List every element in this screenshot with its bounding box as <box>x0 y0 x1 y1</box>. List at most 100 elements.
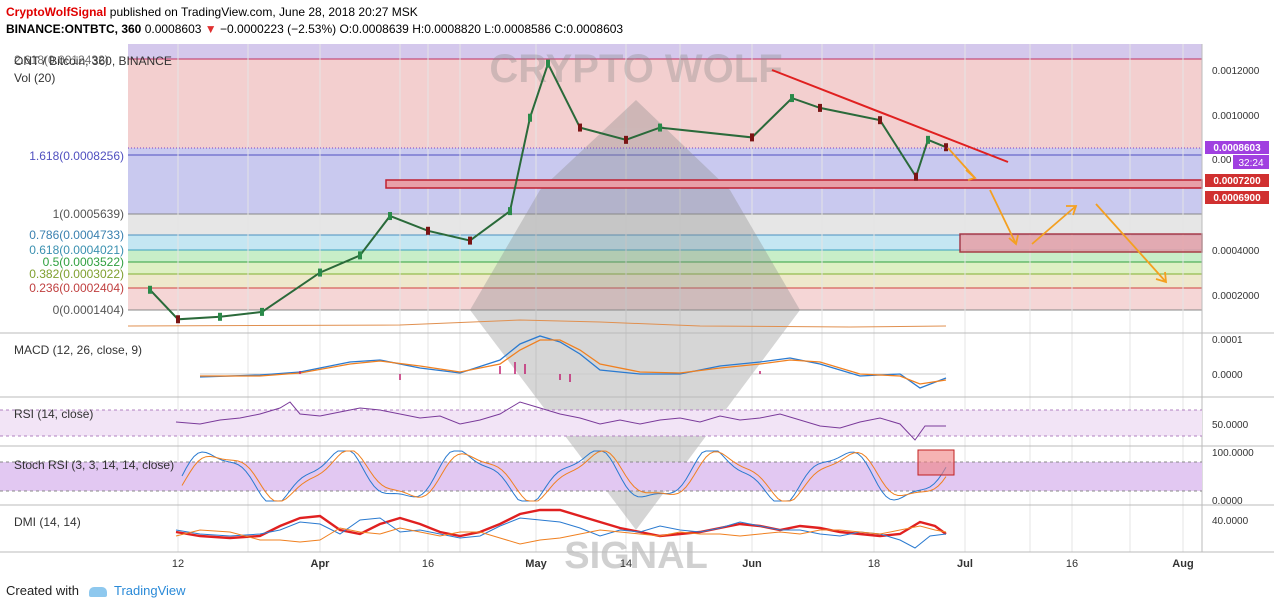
rsi-line <box>175 401 946 441</box>
candle <box>546 59 550 68</box>
time-tick-6: 18 <box>868 558 880 570</box>
fib-zone-05 <box>128 250 1202 262</box>
rsi-tick-0: 50.0000 <box>1212 420 1249 431</box>
time-tick-5: Jun <box>742 558 762 570</box>
fib-zone-0 <box>128 288 1202 310</box>
time-tick-7: Jul <box>957 558 973 570</box>
time-tick-8: 16 <box>1066 558 1078 570</box>
candle <box>926 135 930 144</box>
arrow-2 <box>989 189 1017 245</box>
footer: Created with TradingView <box>6 583 186 598</box>
plus-di-line <box>175 517 947 549</box>
level-tag-1 <box>1205 174 1269 187</box>
price-tick-3: 0.0002000 <box>1212 291 1260 302</box>
projection-arrows[interactable] <box>947 147 1168 284</box>
candle <box>658 123 662 132</box>
dmi-tick-0: 40.0000 <box>1212 516 1249 527</box>
watermark-bottom-text: SIGNAL <box>564 535 708 577</box>
arrow-3 <box>1031 205 1077 245</box>
countdown-tag <box>1233 155 1269 169</box>
fib-zone-0618 <box>128 235 1202 250</box>
watermark-top-text: CRYPTO WOLF <box>489 47 782 91</box>
time-tick-1: Apr <box>311 558 331 570</box>
candle <box>260 307 264 316</box>
candle <box>426 226 430 235</box>
candle <box>750 133 754 142</box>
candle <box>818 103 822 112</box>
wolf-logo-icon <box>470 100 800 530</box>
last-price: 0.0008603 <box>144 22 202 36</box>
adx-line <box>175 508 947 540</box>
time-tick-4: 14 <box>620 558 632 570</box>
support-zone-lower <box>959 233 1203 253</box>
stoch-tick-1: 0.0000 <box>1212 496 1243 507</box>
candle <box>528 113 532 122</box>
macd-line <box>199 335 947 389</box>
stoch-d-line <box>181 450 947 502</box>
fib-label-0786: 0.786(0.0004733) <box>29 228 124 242</box>
fib-zone-2618 <box>128 44 1202 59</box>
fib-label-0618: 0.618(0.0004021) <box>29 243 124 257</box>
signal-line <box>200 339 947 385</box>
time-tick-0: 12 <box>172 558 184 570</box>
price-tick-partial: 0.00 <box>1212 155 1232 166</box>
symbol-line: BINANCE:ONTBTC, 360 0.0008603 ▼ −0.00002… <box>6 21 623 38</box>
dmi-pane: DMI (14, 14) 40.0000 <box>14 508 1249 549</box>
high-value: H:0.0008820 <box>412 22 481 36</box>
pane-separators <box>0 332 1274 553</box>
trendline[interactable] <box>771 69 1009 163</box>
candle <box>388 212 392 221</box>
candle <box>176 315 180 324</box>
publish-line: CryptoWolfSignal published on TradingVie… <box>6 4 623 21</box>
chart-header: CryptoWolfSignal published on TradingVie… <box>6 4 623 38</box>
stoch-tick-0: 100.0000 <box>1212 448 1254 459</box>
arrow-3-head <box>1066 205 1078 216</box>
watermark: CRYPTO WOLF SIGNAL <box>470 47 800 577</box>
time-tick-9: Aug <box>1172 558 1193 570</box>
current-price-tag <box>1205 141 1269 154</box>
candle <box>944 143 948 152</box>
time-tick-3: May <box>525 558 547 570</box>
dmi-label: DMI (14, 14) <box>14 515 81 529</box>
candle <box>578 123 582 132</box>
candle <box>318 268 322 277</box>
macd-pane: MACD (12, 26, close, 9) 0.0001 0.0000 <box>14 335 1243 389</box>
fib-label-0236: 0.236(0.0002404) <box>29 281 124 295</box>
candles <box>148 59 948 324</box>
candle <box>218 312 222 321</box>
fib-labels: 1.618(0.0008256) 1(0.0005639) 0.786(0.00… <box>29 149 124 317</box>
volume-label: Vol (20) <box>14 71 55 85</box>
publish-info: published on TradingView.com, June 28, 2… <box>109 5 418 19</box>
price-change: −0.0000223 (−2.53%) <box>220 22 337 36</box>
main-pane-title: ONT / Bitcoin, 360, BINANCE <box>14 54 172 68</box>
stoch-pane: Stoch RSI (3, 3, 14, 14, close) 100.0000… <box>0 448 1254 507</box>
author-name[interactable]: CryptoWolfSignal <box>6 5 107 19</box>
current-price-text: 0.0008603 <box>1213 143 1261 154</box>
countdown-text: 32:24 <box>1238 158 1263 169</box>
macd-label: MACD (12, 26, close, 9) <box>14 343 142 357</box>
candle <box>358 251 362 260</box>
candle <box>468 236 472 245</box>
arrow-1-head <box>965 169 977 181</box>
price-tick-0: 0.0012000 <box>1212 66 1260 77</box>
tradingview-link[interactable]: TradingView <box>114 583 186 598</box>
low-value: L:0.0008586 <box>484 22 552 36</box>
fib-label-05: 0.5(0.0003522) <box>43 255 124 269</box>
arrow-4 <box>1095 203 1167 283</box>
stoch-label: Stoch RSI (3, 3, 14, 14, close) <box>14 458 174 472</box>
fib-label-0382: 0.382(0.0003022) <box>29 267 124 281</box>
macd-tick-1: 0.0000 <box>1212 370 1243 381</box>
created-with-text: Created with <box>6 583 79 598</box>
candle <box>878 116 882 125</box>
level-text-2: 0.0006900 <box>1213 193 1261 204</box>
tradingview-logo-icon[interactable] <box>88 586 107 597</box>
fib-zone-0382 <box>128 262 1202 274</box>
time-axis: 12 Apr 16 May 14 Jun 18 Jul 16 Aug <box>172 558 1194 570</box>
price-series-line <box>149 61 947 321</box>
stoch-highlight-box <box>917 449 955 476</box>
candle <box>914 172 918 181</box>
top-fib-label: 2.618(0.0012432) <box>14 53 109 67</box>
volume-ma-line <box>127 319 947 328</box>
macd-tick-0: 0.0001 <box>1212 335 1243 346</box>
